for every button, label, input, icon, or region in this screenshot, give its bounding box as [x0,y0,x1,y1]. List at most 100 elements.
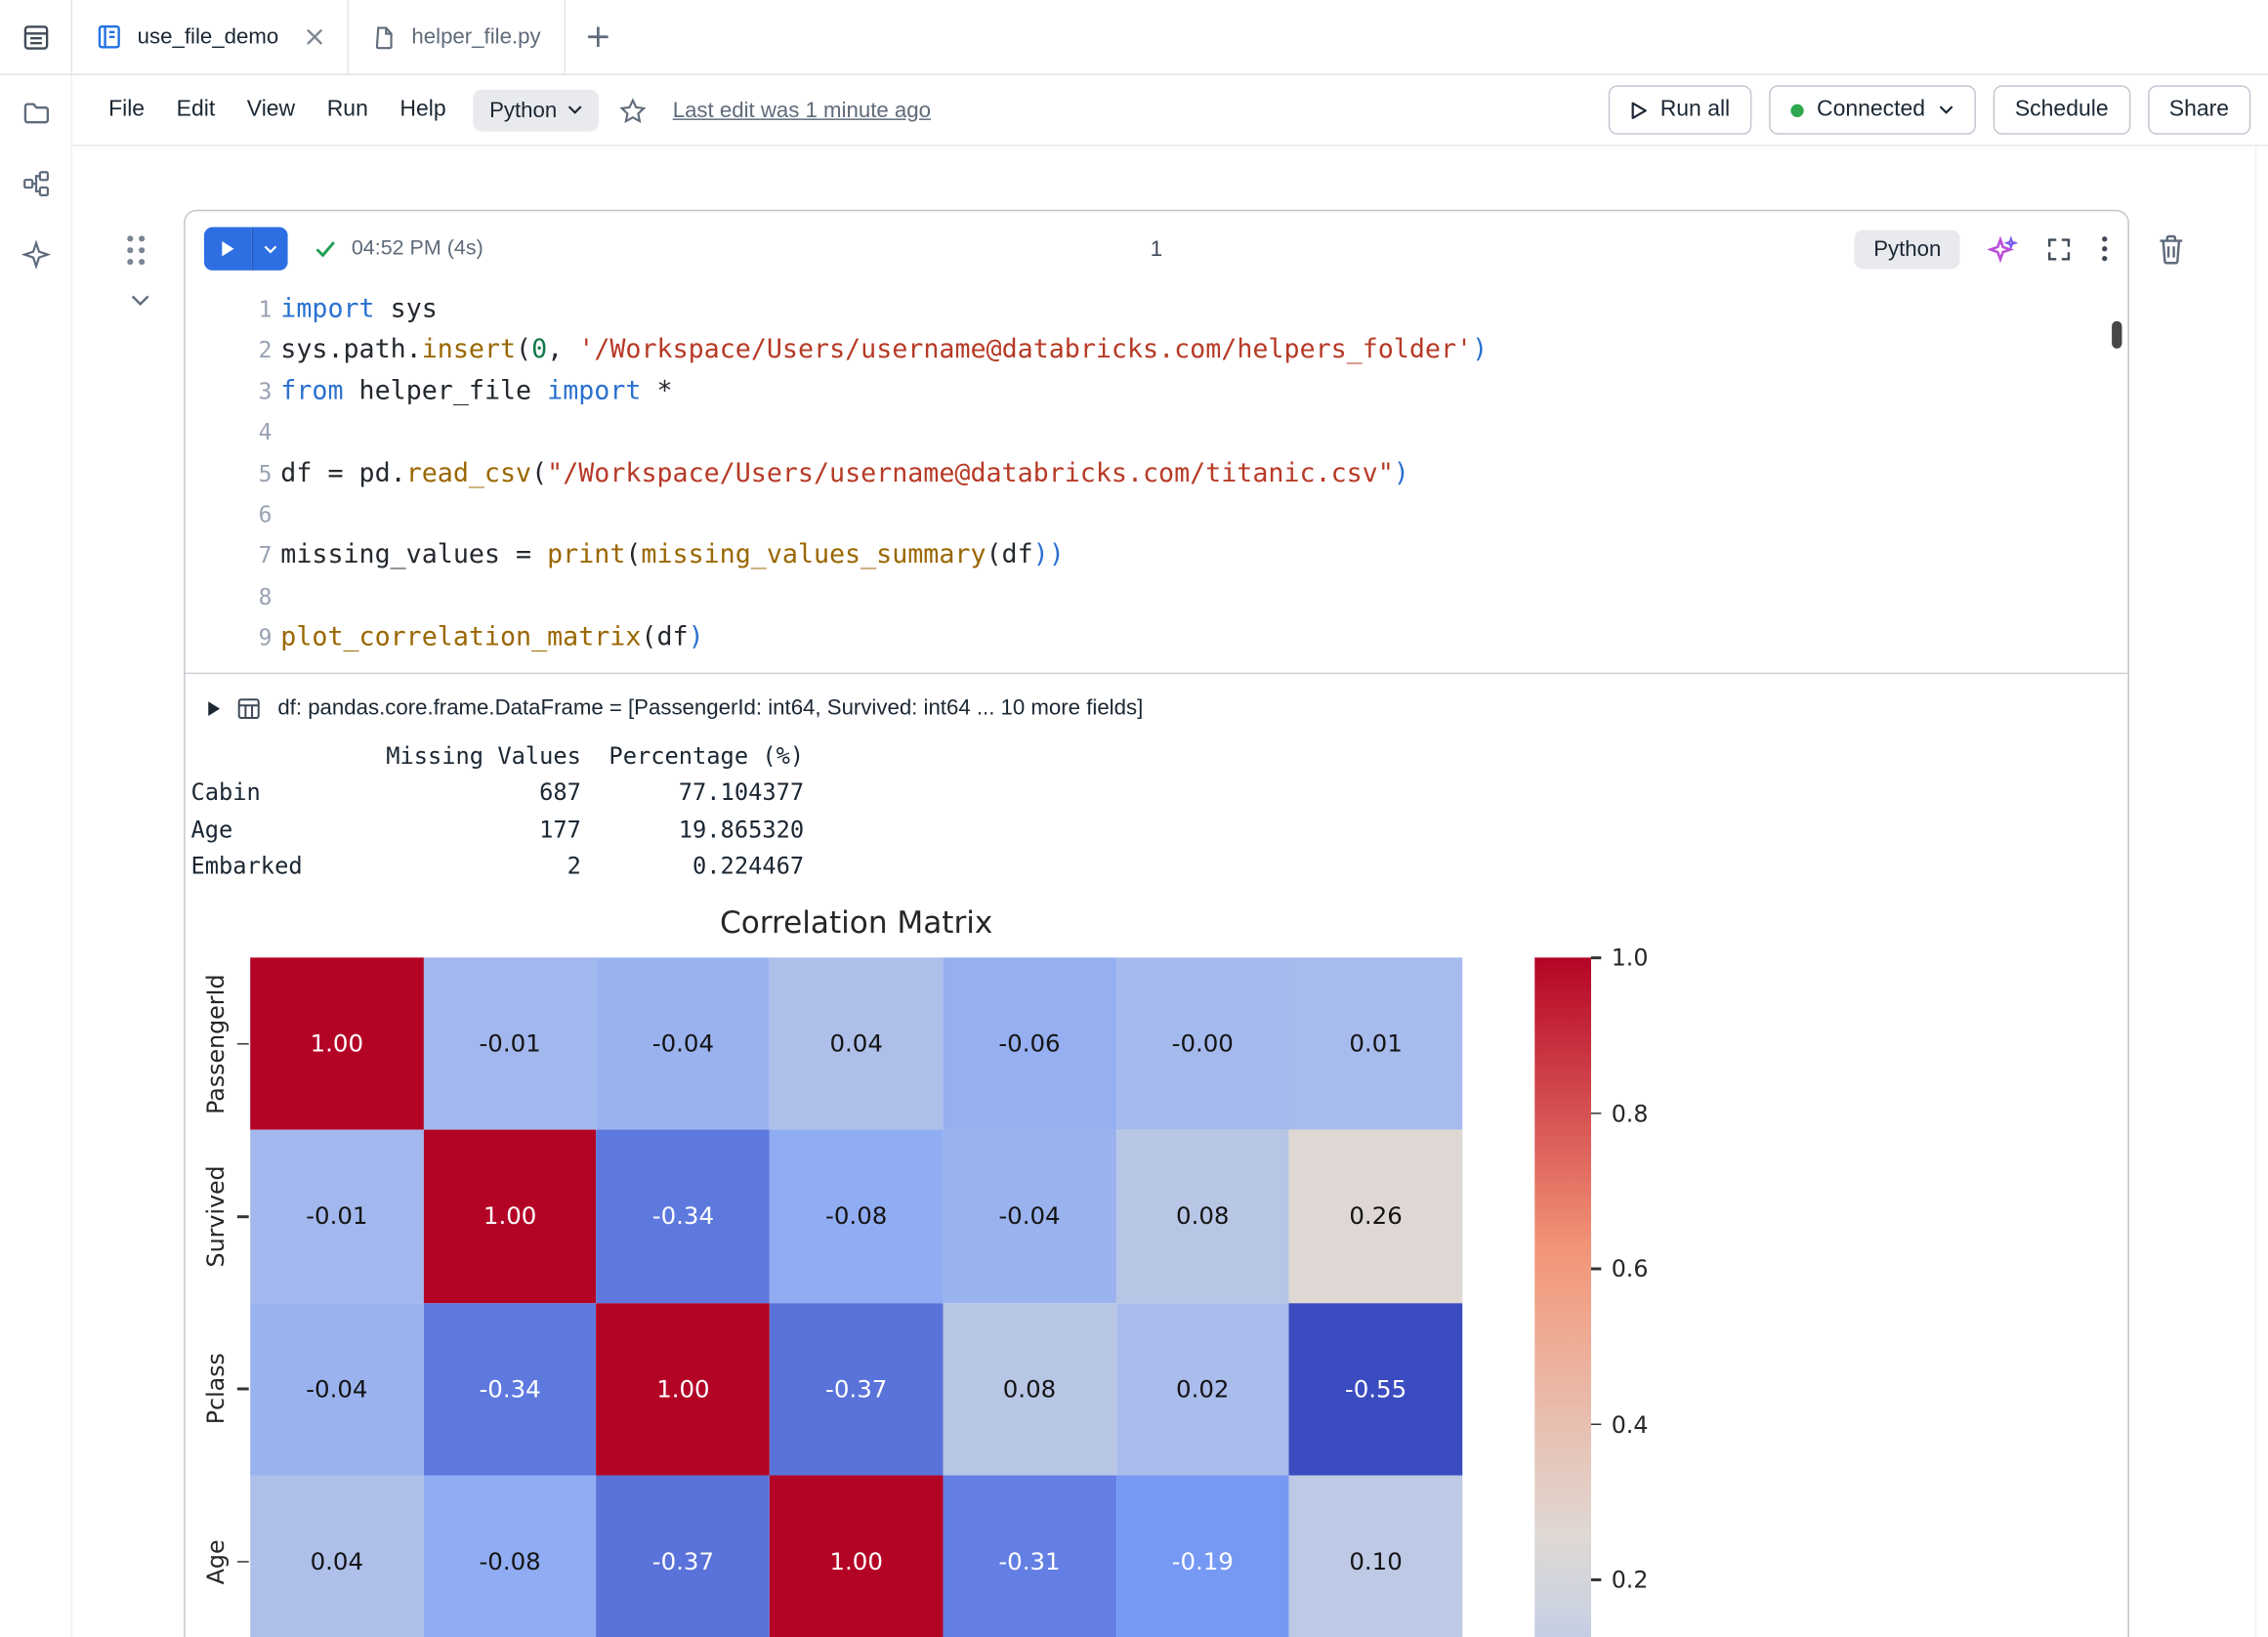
notebook-cell: 04:52 PM (4s) 1 Python [184,209,2129,1637]
colorbar-tick-label: 0.8 [1611,1099,1649,1127]
line-number: 2 [258,337,273,364]
share-label: Share [2168,97,2230,122]
heatmap-cell: 0.02 [1115,1302,1289,1476]
y-axis-label: Pclass [201,1353,230,1425]
line-number: 9 [258,625,273,651]
chevron-down-icon [264,244,277,253]
menu-file[interactable]: File [108,97,146,122]
code-text: missing_values = print(missing_values_su… [280,540,1065,571]
heatmap-cell: -0.37 [770,1302,944,1476]
code-line[interactable]: 1 import sys [186,289,2128,330]
heatmap-cell: -0.08 [423,1475,597,1637]
heatmap-cell: -0.31 [943,1475,1116,1637]
notebook-icon [98,25,120,49]
colorbar-tick-label: 0.2 [1611,1566,1649,1594]
run-button-play[interactable] [203,227,252,271]
run-cell-button[interactable] [203,227,288,271]
close-tab-icon[interactable] [305,27,323,46]
new-tab-button[interactable] [566,0,632,74]
colorbar-tick [1590,956,1602,959]
success-check-icon [315,241,335,258]
panel-icon [22,24,48,50]
heatmap-cell: -0.34 [596,1130,771,1303]
code-scrollbar-thumb[interactable] [2112,320,2122,349]
code-text: plot_correlation_matrix(df) [280,622,704,653]
heatmap-cell: 1.00 [250,957,424,1131]
workflows-icon[interactable] [21,169,50,198]
tab-bar: use_file_demo helper_file.py [0,0,2268,76]
tab-use-file-demo[interactable]: use_file_demo [72,0,349,74]
assistant-sparkle-icon[interactable] [1987,233,2018,264]
run-button-chevron[interactable] [251,227,288,271]
code-line[interactable]: 7 missing_values = print(missing_values_s… [186,536,2128,577]
line-number: 3 [258,378,273,405]
share-button[interactable]: Share [2147,85,2251,135]
code-line[interactable]: 5 df = pd.read_csv("/Workspace/Users/user… [186,453,2128,494]
colorbar-tick-label: 0.6 [1611,1254,1649,1282]
tab-helper-file[interactable]: helper_file.py [348,0,566,74]
notebook-panel-toggle[interactable] [0,0,73,74]
colorbar-tick [1590,1578,1602,1581]
tab-label: use_file_demo [137,24,279,50]
heatmap-cell: 0.08 [1115,1130,1289,1303]
code-text: from helper_file import * [280,375,673,406]
dataframe-summary-text: df: pandas.core.frame.DataFrame = [Passe… [277,695,1144,721]
schedule-button[interactable]: Schedule [1993,85,2130,135]
run-all-label: Run all [1659,97,1731,122]
code-text: sys.path.insert(0, '/Workspace/Users/use… [280,334,1489,365]
language-selector-label: Python [489,97,558,123]
menu-run[interactable]: Run [326,97,368,122]
sparkle-icon[interactable] [21,239,51,270]
line-number: 7 [258,542,273,569]
heatmap-cell: 0.10 [1288,1475,1463,1637]
code-line[interactable]: 2 sys.path.insert(0, '/Workspace/Users/us… [186,330,2128,371]
code-line[interactable]: 6 [186,495,2128,536]
menu-view[interactable]: View [246,97,296,122]
delete-cell-trash-icon[interactable] [2156,232,2188,266]
last-edit-link[interactable]: Last edit was 1 minute ago [672,97,931,123]
cell-menu-kebab-icon[interactable] [2100,234,2109,264]
notebook-canvas: 04:52 PM (4s) 1 Python [72,146,2268,1637]
heatmap-cell: 0.08 [943,1302,1116,1476]
colorbar-tick-label: 1.0 [1611,944,1649,972]
colorbar-tick [1590,1112,1602,1114]
heatmap-cell: -0.06 [943,957,1116,1131]
code-line[interactable]: 8 [186,577,2128,618]
menu-edit[interactable]: Edit [176,97,216,122]
heatmap-cell: -0.34 [423,1302,597,1476]
code-line[interactable]: 4 [186,412,2128,453]
heatmap-cell: -0.08 [770,1130,944,1303]
code-editor[interactable]: 1 import sys 2 sys.path.insert(0, '/Workspa… [186,286,2128,672]
colorbar-tick-label: 0.4 [1611,1409,1649,1439]
chart-title: Correlation Matrix [720,905,993,941]
y-axis-tick [236,1215,249,1218]
tab-label: helper_file.py [411,24,541,50]
line-number: 5 [258,460,273,487]
cell-language-pill[interactable]: Python [1854,229,1960,269]
menu-help[interactable]: Help [399,97,446,122]
heatmap-cell: -0.04 [596,957,771,1131]
line-number: 4 [258,419,273,446]
code-line[interactable]: 9 plot_correlation_matrix(df) [186,618,2128,659]
play-icon [1631,101,1647,119]
cell-drag-handle[interactable] [127,235,145,265]
collapse-cell-chevron-icon[interactable] [127,291,153,312]
colorbar [1534,957,1591,1637]
language-selector[interactable]: Python [473,89,600,132]
line-number: 6 [258,501,273,528]
fullscreen-icon[interactable] [2045,235,2073,263]
heatmap-grid: 1.00 -0.01 -0.04 0.04 -0.06 -0.00 0.01 -0.01 1.0… [250,957,1463,1637]
disclosure-triangle-icon[interactable] [208,700,221,716]
run-all-button[interactable]: Run all [1608,85,1752,135]
code-line[interactable]: 3 from helper_file import * [186,371,2128,412]
scrollbar[interactable] [2254,146,2268,1637]
folder-icon[interactable] [21,99,50,128]
connected-dropdown[interactable]: Connected [1769,85,1976,135]
connected-dot [1790,103,1804,117]
heatmap-cell: 0.26 [1288,1130,1463,1303]
favorite-star-icon[interactable] [619,96,647,123]
line-number: 1 [258,296,273,323]
heatmap-cell: -0.00 [1115,957,1289,1131]
dataframe-summary-row[interactable]: df: pandas.core.frame.DataFrame = [Passe… [186,688,2128,728]
play-icon [222,241,234,257]
